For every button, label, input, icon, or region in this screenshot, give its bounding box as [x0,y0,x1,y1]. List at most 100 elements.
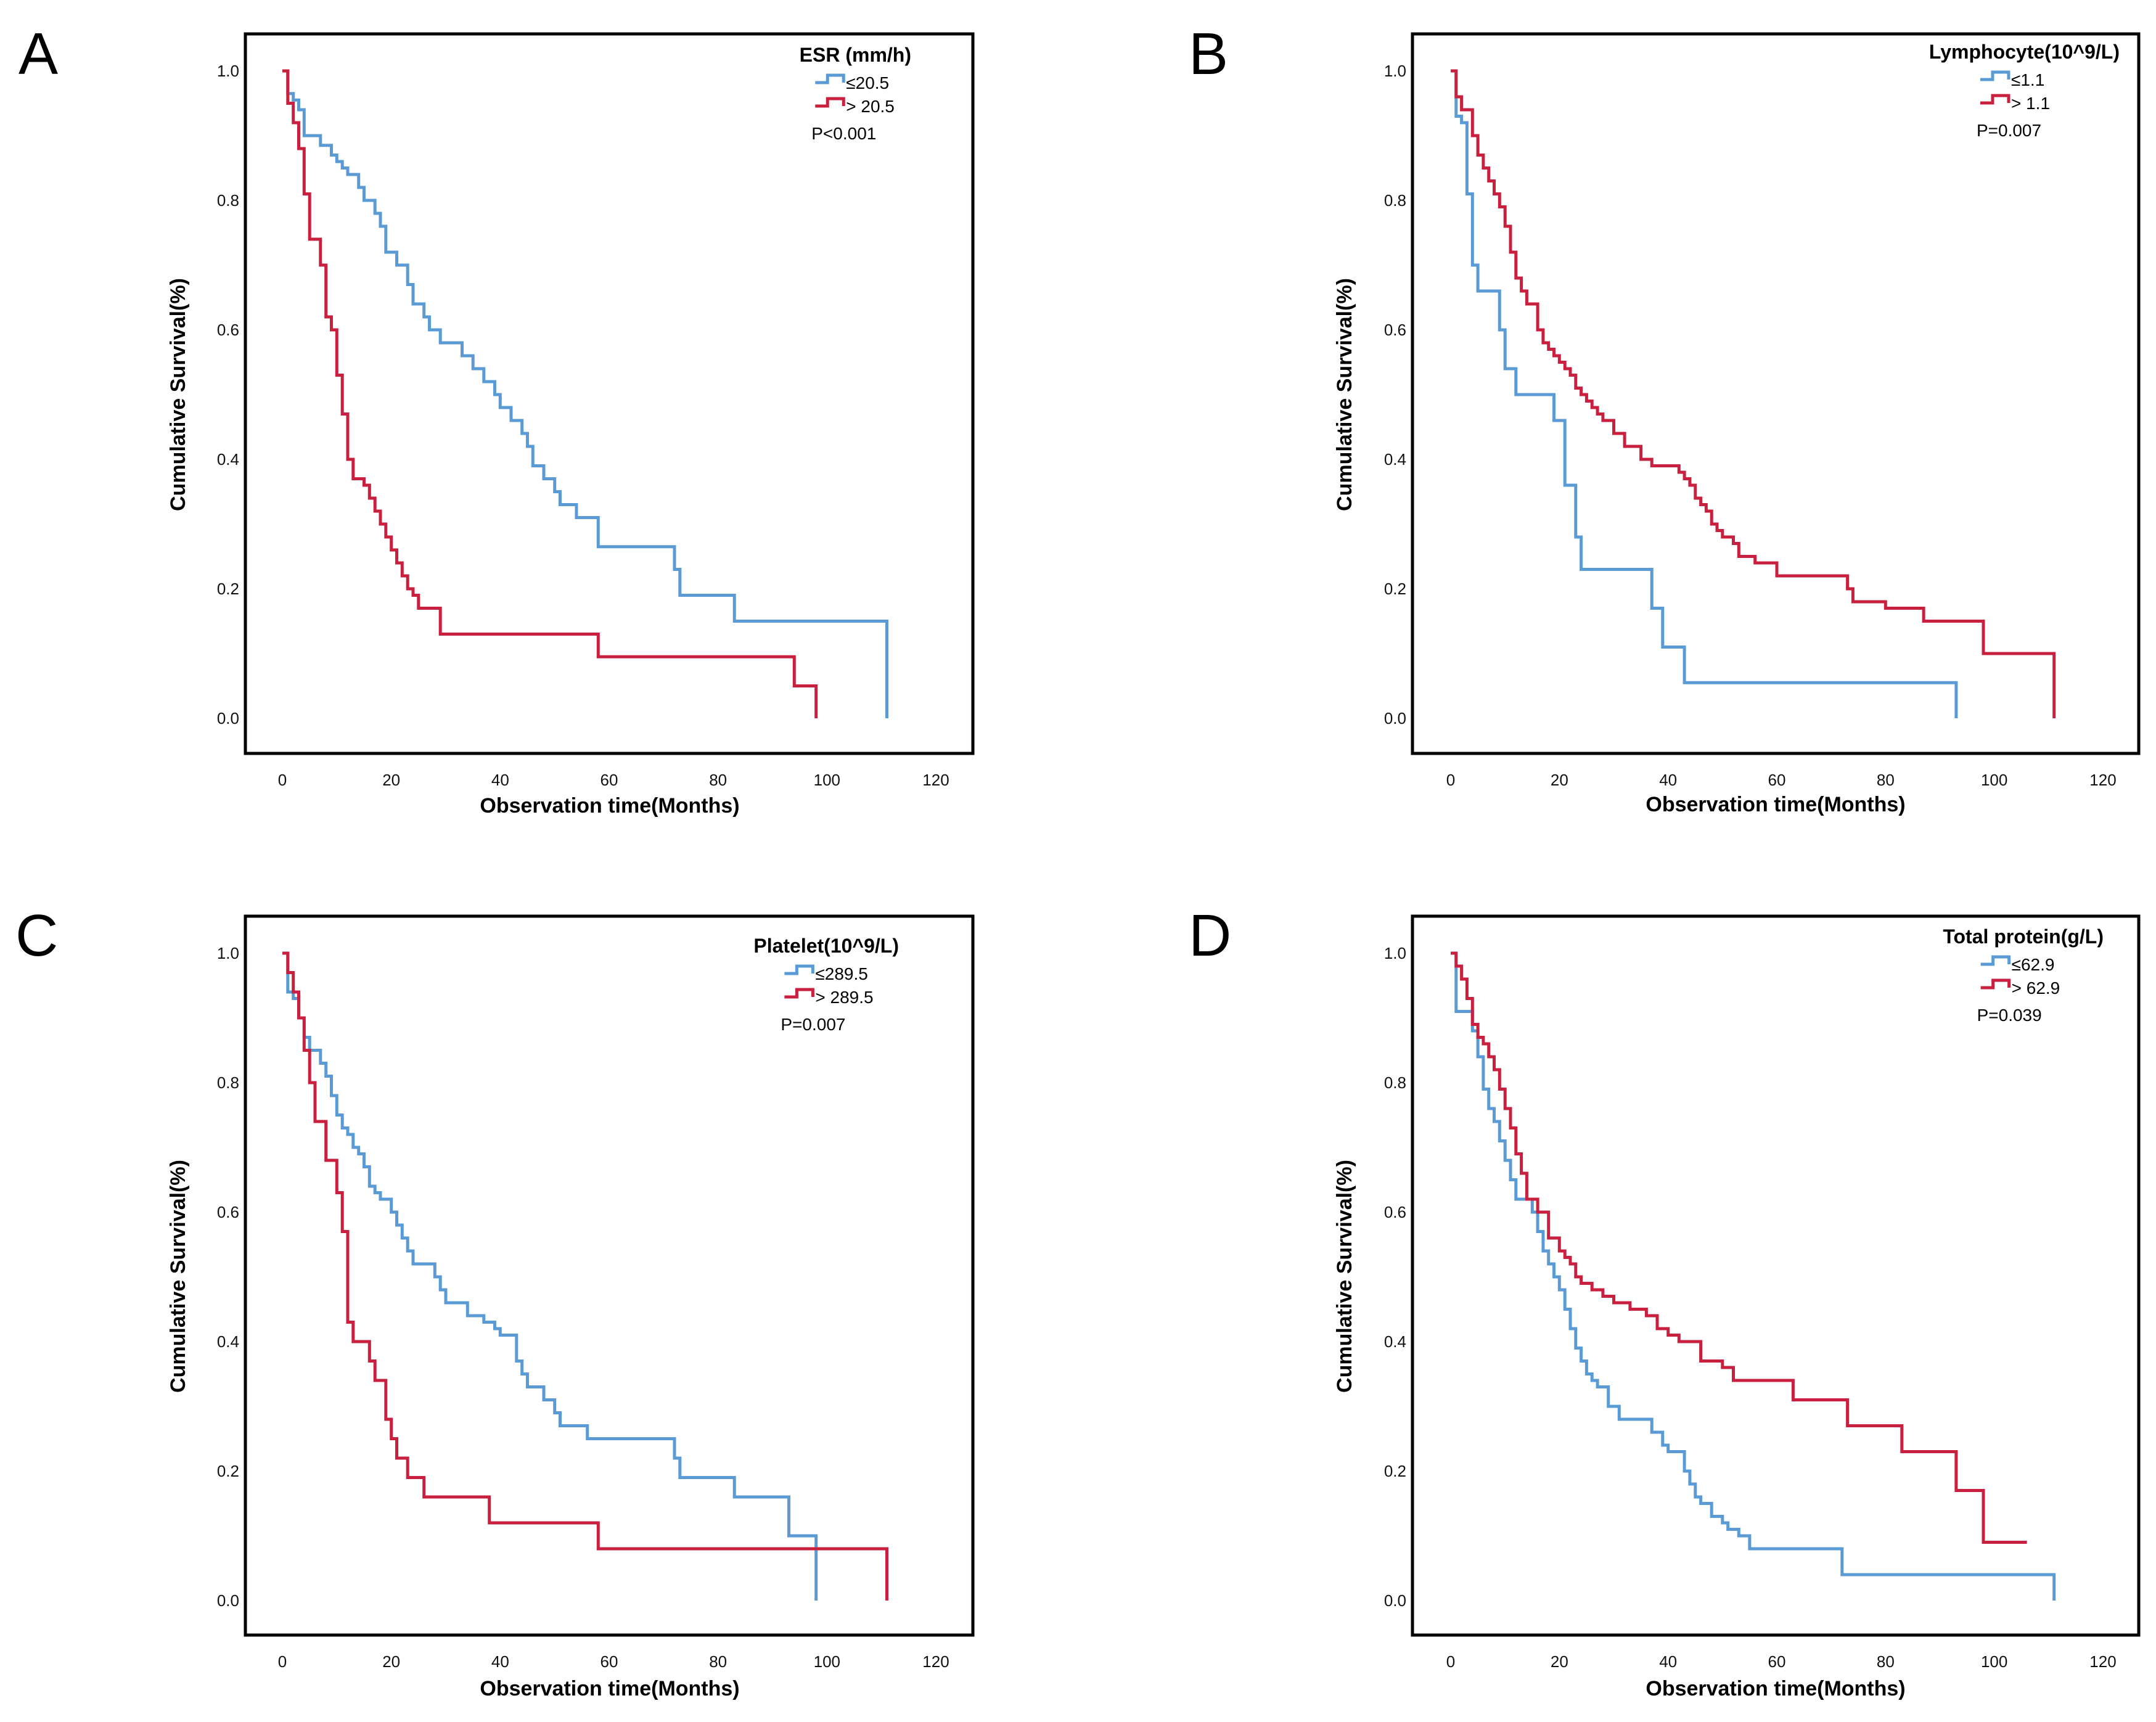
legend-label-high: > 1.1 [2011,94,2050,113]
y-tick-label: 0.8 [217,191,239,210]
y-tick-label: 1.0 [217,944,239,962]
x-tick-label: 120 [922,1652,949,1671]
x-tick-label: 60 [600,771,618,789]
y-tick-label: 0.2 [1384,1462,1406,1480]
legend-swatch-low [815,73,845,84]
km-panel-c: C 0 20 40 60 80 100 120 0.0 0.2 0.4 0.6 0.8 1.0 Observ… [15,903,975,1700]
x-tick-label: 0 [278,771,287,789]
y-tick-label: 0.6 [1384,321,1406,339]
x-tick-label: 120 [2089,1652,2116,1671]
y-axis-title: Cumulative Survival(%) [166,278,190,511]
y-tick-label: 0.4 [217,1332,239,1351]
y-tick-label: 0.8 [1384,191,1406,210]
y-tick-label: 0.0 [217,1591,239,1610]
y-tick-label: 0.2 [217,580,239,598]
y-axis-title: Cumulative Survival(%) [166,1160,190,1393]
p-value-label: P<0.001 [811,124,876,143]
y-tick-label: 0.2 [217,1462,239,1480]
panel-letter: A [18,21,58,87]
survival-curve-low [282,951,818,1601]
y-tick-label: 0.0 [1384,709,1406,728]
survival-curve-high [282,951,888,1601]
y-tick-label: 0.6 [217,1203,239,1221]
legend-title: ESR (mm/h) [800,44,911,66]
panel-letter: B [1189,21,1228,87]
km-panel-a: A 0 20 40 60 80 100 120 0.0 0.2 0.4 0.6 0.8 1.0 Observ… [18,21,975,818]
panels: A 0 20 40 60 80 100 120 0.0 0.2 0.4 0.6 0.8 1.0 Observ… [15,21,2141,1700]
x-tick-label: 0 [1446,771,1455,789]
legend-swatch-high [1980,978,2011,990]
y-tick-label: 0.8 [1384,1073,1406,1092]
x-tick-label: 80 [709,771,727,789]
y-tick-label: 0.8 [217,1073,239,1092]
legend-swatch-high [815,97,845,108]
y-tick-label: 1.0 [1384,62,1406,80]
survival-curve-low [1451,951,2056,1601]
x-tick-label: 100 [1981,1652,2007,1671]
y-axis-title: Cumulative Survival(%) [1333,1160,1356,1393]
plot-frame [244,32,975,755]
x-tick-label: 40 [1659,1652,1677,1671]
y-axis-title: Cumulative Survival(%) [1333,278,1356,511]
legend-swatch-low [1980,955,2011,966]
legend-label-high: > 20.5 [846,97,895,116]
y-tick-label: 1.0 [217,62,239,80]
x-tick-label: 0 [1446,1652,1455,1671]
x-tick-label: 20 [1551,771,1568,789]
x-tick-label: 20 [382,771,400,789]
y-tick-label: 0.4 [1384,1332,1406,1351]
panel-letter: C [15,903,58,969]
y-tick-label: 1.0 [1384,944,1406,962]
legend-label-low: ≤1.1 [2011,70,2044,89]
legend-swatch-low [1980,70,2010,81]
x-tick-label: 120 [922,771,949,789]
x-tick-label: 40 [1659,771,1677,789]
plot-frame [1411,914,2141,1637]
p-value-label: P=0.039 [1977,1006,2042,1025]
x-tick-label: 100 [1981,771,2007,789]
y-tick-label: 0.6 [1384,1203,1406,1221]
legend-title: Lymphocyte(10^9/L) [1929,41,2120,63]
x-tick-label: 60 [600,1652,618,1671]
y-tick-label: 0.0 [217,709,239,728]
x-tick-label: 20 [382,1652,400,1671]
y-tick-label: 0.2 [1384,580,1406,598]
y-tick-label: 0.0 [1384,1591,1406,1610]
survival-curve-low [1451,69,1958,718]
km-panel-b: B 0 20 40 60 80 100 120 0.0 0.2 0.4 0.6 0.8 1.0 Observ… [1189,21,2141,816]
p-value-label: P=0.007 [1977,121,2041,140]
legend-swatch-low [784,964,814,975]
p-value-label: P=0.007 [781,1015,845,1034]
legend-label-low: ≤20.5 [846,73,889,92]
legend-label-high: > 62.9 [2012,978,2060,998]
legend-title: Platelet(10^9/L) [753,935,899,957]
legend-title: Total protein(g/L) [1943,925,2104,948]
survival-curve-low [282,69,888,718]
y-tick-label: 0.4 [217,450,239,469]
legend-swatch-high [1980,94,2010,105]
x-tick-label: 80 [709,1652,727,1671]
y-tick-label: 0.6 [217,321,239,339]
x-tick-label: 120 [2089,771,2116,789]
x-tick-label: 80 [1877,771,1895,789]
legend-label-high: > 289.5 [815,988,873,1007]
legend-label-low: ≤62.9 [2012,955,2055,974]
x-tick-label: 60 [1768,771,1786,789]
x-tick-label: 100 [814,1652,840,1671]
km-panel-d: D 0 20 40 60 80 100 120 0.0 0.2 0.4 0.6 0.8 1.0 Observ… [1189,903,2141,1700]
x-axis-title: Observation time(Months) [480,1677,739,1700]
x-tick-label: 40 [491,1652,509,1671]
x-axis-title: Observation time(Months) [1646,793,1905,816]
legend-swatch-high [784,988,814,999]
x-axis-title: Observation time(Months) [480,794,739,818]
x-tick-label: 0 [278,1652,287,1671]
x-tick-label: 100 [814,771,840,789]
x-axis-title: Observation time(Months) [1646,1677,1905,1700]
panel-letter: D [1189,903,1231,969]
x-tick-label: 40 [491,771,509,789]
x-tick-label: 80 [1877,1652,1895,1671]
x-tick-label: 20 [1551,1652,1568,1671]
y-tick-label: 0.4 [1384,450,1406,469]
plot-frame [1411,32,2141,755]
